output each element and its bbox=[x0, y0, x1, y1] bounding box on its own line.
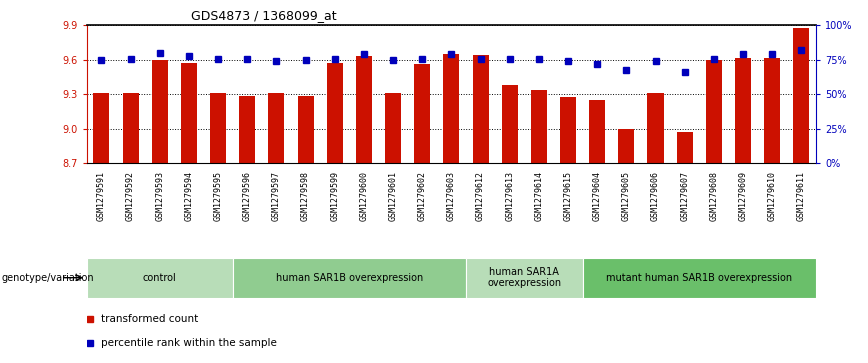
Bar bbox=[210, 93, 226, 163]
Bar bbox=[531, 90, 547, 163]
Text: GSM1279593: GSM1279593 bbox=[155, 171, 164, 221]
Bar bbox=[735, 58, 751, 163]
Text: human SAR1B overexpression: human SAR1B overexpression bbox=[276, 273, 423, 283]
Bar bbox=[268, 93, 285, 163]
Bar bbox=[240, 95, 255, 163]
Bar bbox=[298, 95, 313, 163]
Text: GSM1279613: GSM1279613 bbox=[505, 171, 514, 221]
Bar bbox=[764, 58, 780, 163]
Bar bbox=[181, 64, 197, 163]
Bar bbox=[87, 258, 233, 298]
Text: transformed count: transformed count bbox=[102, 314, 199, 324]
Bar bbox=[326, 64, 343, 163]
Bar bbox=[589, 100, 605, 163]
Text: GSM1279609: GSM1279609 bbox=[739, 171, 747, 221]
Text: GSM1279604: GSM1279604 bbox=[593, 171, 602, 221]
Text: GSM1279594: GSM1279594 bbox=[184, 171, 194, 221]
Text: GSM1279608: GSM1279608 bbox=[709, 171, 719, 221]
Text: GSM1279607: GSM1279607 bbox=[681, 171, 689, 221]
Bar bbox=[582, 258, 816, 298]
Bar bbox=[385, 93, 401, 163]
Text: GSM1279597: GSM1279597 bbox=[272, 171, 281, 221]
Text: GDS4873 / 1368099_at: GDS4873 / 1368099_at bbox=[191, 9, 337, 22]
Text: GSM1279602: GSM1279602 bbox=[418, 171, 427, 221]
Bar bbox=[793, 28, 809, 163]
Text: control: control bbox=[143, 273, 176, 283]
Text: GSM1279610: GSM1279610 bbox=[767, 171, 777, 221]
Bar bbox=[94, 93, 109, 163]
Bar bbox=[466, 258, 582, 298]
Text: genotype/variation: genotype/variation bbox=[2, 273, 95, 283]
Text: human SAR1A
overexpression: human SAR1A overexpression bbox=[487, 267, 562, 289]
Text: GSM1279612: GSM1279612 bbox=[476, 171, 485, 221]
Bar bbox=[233, 258, 466, 298]
Bar bbox=[677, 132, 693, 163]
Bar bbox=[356, 56, 372, 163]
Bar bbox=[472, 55, 489, 163]
Text: GSM1279600: GSM1279600 bbox=[359, 171, 368, 221]
Bar bbox=[414, 65, 431, 163]
Bar bbox=[706, 60, 722, 163]
Bar bbox=[560, 97, 576, 163]
Bar bbox=[152, 60, 168, 163]
Text: GSM1279599: GSM1279599 bbox=[330, 171, 339, 221]
Text: GSM1279603: GSM1279603 bbox=[447, 171, 456, 221]
Text: GSM1279611: GSM1279611 bbox=[797, 171, 806, 221]
Bar bbox=[122, 93, 139, 163]
Bar bbox=[648, 93, 663, 163]
Bar bbox=[618, 129, 635, 163]
Text: percentile rank within the sample: percentile rank within the sample bbox=[102, 338, 277, 348]
Text: GSM1279615: GSM1279615 bbox=[563, 171, 573, 221]
Text: GSM1279598: GSM1279598 bbox=[301, 171, 310, 221]
Text: GSM1279601: GSM1279601 bbox=[389, 171, 398, 221]
Text: GSM1279605: GSM1279605 bbox=[621, 171, 631, 221]
Text: GSM1279596: GSM1279596 bbox=[243, 171, 252, 221]
Text: mutant human SAR1B overexpression: mutant human SAR1B overexpression bbox=[606, 273, 792, 283]
Bar bbox=[502, 85, 517, 163]
Bar bbox=[444, 54, 459, 163]
Text: GSM1279592: GSM1279592 bbox=[126, 171, 135, 221]
Text: GSM1279595: GSM1279595 bbox=[214, 171, 222, 221]
Text: GSM1279606: GSM1279606 bbox=[651, 171, 660, 221]
Text: GSM1279591: GSM1279591 bbox=[97, 171, 106, 221]
Text: GSM1279614: GSM1279614 bbox=[535, 171, 543, 221]
